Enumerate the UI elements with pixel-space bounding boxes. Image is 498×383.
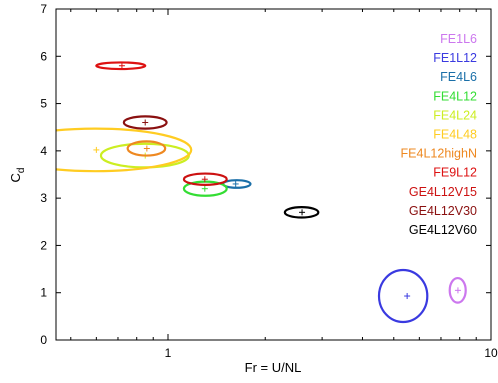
x-tick-label: 10 [484, 346, 498, 360]
svg-text:Cd: Cd [8, 168, 27, 183]
legend-entry: FE9L12 [433, 166, 477, 180]
y-tick-label: 7 [40, 2, 47, 16]
legend-entry: FE1L6 [440, 32, 477, 46]
plot-frame [55, 8, 492, 341]
legend-entry: FE4L6 [440, 70, 477, 84]
y-axis-title: Cd [8, 168, 27, 183]
legend-entry: GE4L12V15 [409, 185, 477, 199]
error-ellipse [448, 276, 467, 304]
y-tick-label: 5 [40, 97, 47, 111]
x-axis-title: Fr = U/NL [245, 360, 302, 375]
legend-entry: GE4L12V30 [409, 204, 477, 218]
y-tick-label: 0 [40, 333, 47, 347]
error-ellipse [126, 140, 167, 157]
y-tick-label: 1 [40, 286, 47, 300]
axes: 0 1 2 3 4 5 6 7 1 10 [40, 2, 498, 360]
error-ellipse [182, 172, 228, 187]
y-tick-label: 2 [40, 238, 47, 252]
legend-entry: FE1L12 [433, 51, 477, 65]
legend-entry: FE4L24 [433, 108, 477, 122]
error-ellipse [182, 180, 228, 197]
legend: FE1L6 FE1L12 FE4L6 FE4L12 FE4L24 FE4L48 FE4L12… [401, 32, 478, 237]
y-tick-label: 3 [40, 191, 47, 205]
error-ellipse [56, 127, 193, 173]
y-axis-title-main: C [8, 173, 23, 182]
legend-entry: GE4L12V60 [409, 223, 477, 237]
y-tick-label: 6 [40, 49, 47, 63]
y-axis-title-sub: d [16, 168, 27, 174]
error-ellipse [283, 206, 320, 219]
error-ellipse [122, 115, 168, 130]
legend-entry: FE4L48 [433, 128, 477, 142]
error-ellipse [377, 268, 429, 324]
error-ellipse [95, 61, 147, 71]
plot-content [56, 61, 467, 324]
legend-entry: FE4L12highN [401, 147, 477, 161]
y-tick-label: 4 [40, 144, 47, 158]
legend-entry: FE4L12 [433, 89, 477, 103]
x-tick-label: 1 [165, 346, 172, 360]
